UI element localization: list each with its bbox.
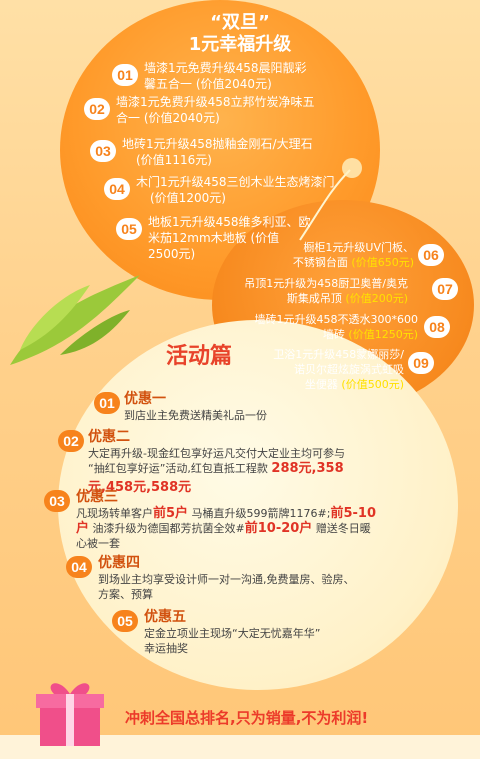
upgrade-item-04: 木门1元升级458三创木业生态烤漆门 (价值1200元) [136,174,372,206]
offer-text-part: “抽红包享好运”活动,红包直抵工程款 [88,462,268,475]
upgrade-item-01: 墙漆1元免费升级458晨阳靓彩 馨五合一 (价值2040元) [144,60,344,92]
upgrade-line: 吊顶1元升级为458厨卫奥普/奥克 [244,277,408,290]
offer-num-03: 03 [44,490,70,512]
offer-title: 优惠二 [88,429,130,445]
upgrade-line: 诺贝尔超炫旋涡式虹吸 [294,363,404,376]
offer-text: 户 油漆升级为德国都芳抗菌全效#前10-20户 赠送冬日暖 [76,521,426,536]
gift-box-icon [36,683,104,746]
activity-title: 活动篇 [166,344,233,369]
upgrade-line: 地板1元升级458维多利亚、欧 [148,215,311,229]
upgrade-item-08: 墙砖1元升级458不透水300*600 墙砖 (价值1250元) [240,312,419,342]
upgrade-line: 不锈钢台面 [292,256,348,269]
header-quote: “双旦” [210,12,270,33]
slogan: 冲刺全国总排名,只为销量,不为利润! [125,709,369,727]
upgrade-line: 橱柜1元升级UV门板、 [303,241,414,254]
upgrade-num-02: 02 [84,98,110,120]
upgrade-line: 墙漆1元免费升级458晨阳靓彩 [144,61,307,75]
upgrade-line: 木门1元升级458三创木业生态烤漆门 [136,175,335,189]
upgrade-line: 墙漆1元免费升级458立邦竹炭净味五 [116,95,315,109]
upgrade-line: 墙砖1元升级458不透水300*600 [254,313,419,326]
offer-text: 大定再升级-现金红包享好运凡交付大定业主均可参与 [88,447,345,460]
offer-text: 凡现场转单客户前5户 马桶直升级599箭牌1176#;前5-10 [76,506,426,521]
upgrade-price: (价值1250元) [348,328,418,341]
upgrade-line: 米茄12mm木地板 [148,231,247,245]
upgrade-price: (价值200元) [345,292,408,305]
offer-text: 心被一套 [76,537,120,550]
offer-text: “抽红包享好运”活动,红包直抵工程款 288元,358 [88,461,418,476]
green-leaves-illustration [10,275,140,365]
offer-num-01: 01 [94,392,120,414]
offer-title: 优惠四 [98,555,140,571]
offer-highlight: 前5-10 [330,506,377,521]
upgrade-price: (价值650元) [351,256,414,269]
offer-03: 优惠三 凡现场转单客户前5户 马桶直升级599箭牌1176#;前5-10 户 油… [76,486,426,551]
offer-01: 优惠一 到店业主免费送精美礼品一份 [124,388,364,423]
upgrade-line: 卫浴1元升级458蒙娜丽莎/ [273,348,404,361]
upgrade-num-09: 09 [408,352,434,374]
offer-num-02: 02 [58,430,84,452]
offer-02: 优惠二 大定再升级-现金红包享好运凡交付大定业主均可参与 “抽红包享好运”活动,… [88,426,418,495]
offer-text: 到场业主均享受设计师一对一沟通,免费量房、验房、 [98,573,355,586]
offer-text-part: 凡现场转单客户 [76,507,153,520]
white-flower-illustration [299,158,362,241]
offer-text: 定金立项业主现场“大定无忧嘉年华” [144,627,321,640]
upgrade-price: (价值1116元) [136,153,212,167]
offer-title: 优惠三 [76,489,118,505]
offer-title: 优惠五 [144,609,186,625]
upgrade-line: 墙砖 [322,328,345,341]
upgrade-num-01: 01 [112,64,138,86]
upgrade-num-08: 08 [424,316,450,338]
upgrade-item-02: 墙漆1元免费升级458立邦竹炭净味五 合一 (价值2040元) [116,94,336,126]
upgrade-item-07: 吊顶1元升级为458厨卫奥普/奥克 斯集成吊顶 (价值200元) [238,276,408,306]
offer-num-05: 05 [112,610,138,632]
offer-title: 优惠一 [124,391,166,407]
offer-highlight: 前5户 [153,506,189,521]
header-title: 1元幸福升级 [188,34,292,55]
upgrade-line: 斯集成吊顶 [286,292,342,305]
upgrade-num-05: 05 [116,218,142,240]
offer-num-04: 04 [66,556,92,578]
offer-04: 优惠四 到场业主均享受设计师一对一沟通,免费量房、验房、 方案、预算 [98,552,428,602]
upgrade-price: (价值500元) [341,378,404,391]
offer-text: 方案、预算 [98,588,153,601]
offer-text-part: 油漆升级为德国都芳抗菌全效# [92,522,245,535]
upgrade-num-06: 06 [418,244,444,266]
offer-text-part: 马桶直升级599箭牌1176#; [191,507,331,520]
upgrade-price-cont: 2500元) [148,247,196,261]
header: “双旦” 1元幸福升级 [150,12,330,56]
upgrade-item-09: 卫浴1元升级458蒙娜丽莎/ 诺贝尔超炫旋涡式虹吸 坐便器 (价值500元) [250,347,404,392]
upgrade-line: 坐便器 [304,378,338,391]
offer-text-part: 赠送冬日暖 [315,522,371,535]
upgrade-line: 馨五合一 [144,77,193,91]
upgrade-num-04: 04 [104,178,130,200]
upgrade-price: (价值 [250,231,280,245]
offer-highlight: 户 [76,521,90,536]
offer-text: 到店业主免费送精美礼品一份 [124,409,267,422]
upgrade-line: 合一 [116,111,141,125]
upgrade-item-03: 地砖1元升级458抛釉金刚石/大理石 (价值1116元) [122,136,362,168]
offer-highlight: 前10-20户 [244,521,313,536]
offer-highlight: 元,458元,588元 [88,480,192,495]
offer-text: 幸运抽奖 [144,642,188,655]
upgrade-item-06: 橱柜1元升级UV门板、 不锈钢台面 (价值650元) [256,240,414,270]
upgrade-price: (价值2040元) [143,111,220,125]
upgrade-line: 地砖1元升级458抛釉金刚石/大理石 [122,137,313,151]
offer-highlight: 288元,358 [271,461,344,476]
upgrade-price: (价值1200元) [150,191,226,205]
offer-05: 优惠五 定金立项业主现场“大定无忧嘉年华” 幸运抽奖 [144,606,384,656]
upgrade-item-05: 地板1元升级458维多利亚、欧 米茄12mm木地板 (价值 2500元) [148,214,328,262]
upgrade-num-03: 03 [90,140,116,162]
upgrade-price: (价值2040元) [195,77,272,91]
upgrade-num-07: 07 [432,278,458,300]
